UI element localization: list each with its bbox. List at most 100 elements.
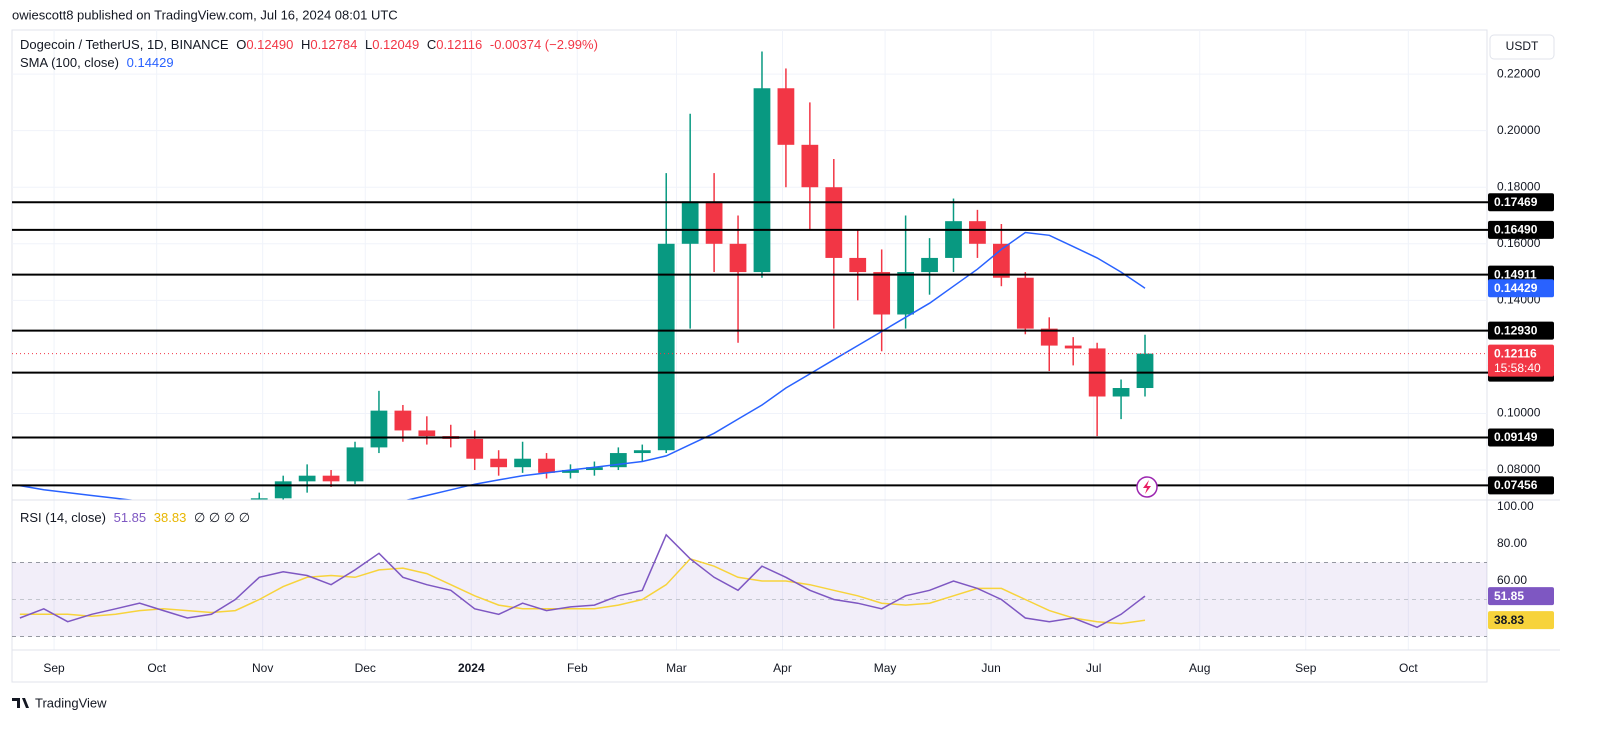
rsi-pane bbox=[12, 533, 1487, 637]
level-label: 0.14911 bbox=[1494, 267, 1537, 281]
x-tick-label: Apr bbox=[773, 661, 792, 675]
legend-rsi: RSI (14, close) 51.85 38.83 ∅ ∅ ∅ ∅ bbox=[20, 510, 250, 525]
candle-body bbox=[274, 481, 292, 499]
candle-body bbox=[705, 201, 723, 244]
ohlc-value: 0.12490 bbox=[246, 37, 293, 52]
price-badge bbox=[1488, 344, 1554, 377]
candle-body bbox=[1016, 277, 1034, 329]
candle-body bbox=[777, 88, 795, 145]
symbol: Dogecoin / TetherUS, 1D, BINANCE bbox=[20, 37, 229, 52]
x-tick-label: Sep bbox=[1295, 661, 1317, 675]
rsi-tick-label: 100.00 bbox=[1497, 499, 1534, 513]
footer-brand: TradingView bbox=[35, 695, 107, 710]
candle-body bbox=[753, 88, 771, 273]
currency-label[interactable]: USDT bbox=[1506, 39, 1539, 53]
level-label: 0.09149 bbox=[1494, 430, 1538, 444]
candle-body bbox=[538, 458, 555, 473]
candle-body bbox=[633, 450, 651, 454]
level-badge bbox=[1488, 321, 1554, 340]
candle-body bbox=[394, 410, 412, 431]
candle-body bbox=[298, 475, 316, 482]
alert-icon[interactable] bbox=[1136, 476, 1158, 498]
candle-body bbox=[729, 243, 747, 273]
y-tick-label: 0.10000 bbox=[1497, 406, 1541, 420]
level-label: 0.17469 bbox=[1494, 195, 1538, 209]
level-label: 0.07456 bbox=[1494, 478, 1538, 492]
candle-body bbox=[466, 438, 484, 459]
candle-body bbox=[370, 410, 388, 448]
x-tick-label: Jul bbox=[1086, 661, 1101, 675]
candle-body bbox=[897, 272, 914, 315]
candle-body bbox=[250, 498, 268, 500]
level-badge bbox=[1488, 220, 1554, 239]
ohlc-value: 0.12784 bbox=[310, 37, 357, 52]
sma-line bbox=[19, 231, 1146, 500]
y-tick-label: 0.16000 bbox=[1497, 236, 1541, 250]
y-tick-label: 0.20000 bbox=[1497, 123, 1541, 137]
change: -0.00374 (−2.99%) bbox=[490, 37, 598, 52]
candle-body bbox=[873, 272, 891, 315]
rsi-tick-label: 80.00 bbox=[1497, 536, 1527, 550]
candle-body bbox=[969, 221, 986, 244]
candle-body bbox=[825, 187, 843, 258]
x-tick-label: 2024 bbox=[458, 661, 485, 675]
price-pane bbox=[12, 51, 1487, 500]
level-label: 0.16490 bbox=[1494, 223, 1538, 237]
rsi-badge-label: 51.85 bbox=[1494, 589, 1524, 603]
sma-value: 0.14429 bbox=[127, 55, 174, 70]
footer-logo bbox=[12, 698, 29, 708]
ohlc-value: 0.12116 bbox=[436, 37, 482, 52]
legend-sma: SMA (100, close) 0.14429 bbox=[20, 55, 174, 70]
x-tick-label: Oct bbox=[147, 661, 166, 675]
level-badge bbox=[1488, 428, 1554, 447]
ohlc-key: O bbox=[236, 37, 246, 52]
y-tick-label: 0.08000 bbox=[1497, 462, 1541, 476]
price-countdown: 15:58:40 bbox=[1494, 361, 1541, 375]
candle-body bbox=[418, 430, 436, 437]
rsi-tick-label: 60.00 bbox=[1497, 573, 1527, 587]
level-badge bbox=[1488, 265, 1554, 284]
x-tick-label: Sep bbox=[43, 661, 65, 675]
candle-body bbox=[1112, 388, 1130, 397]
rsi-ma-line bbox=[19, 557, 1146, 625]
candle-body bbox=[586, 467, 603, 471]
rsi-badge bbox=[1488, 611, 1554, 630]
y-tick-label: 0.18000 bbox=[1497, 179, 1541, 193]
x-tick-label: Jun bbox=[981, 661, 1000, 675]
candle-body bbox=[322, 475, 340, 482]
sma-badge-label: 0.14429 bbox=[1494, 281, 1538, 295]
sma-badge bbox=[1488, 279, 1554, 298]
candle-body bbox=[490, 458, 508, 468]
x-tick-label: Feb bbox=[567, 661, 588, 675]
candle-body bbox=[681, 201, 699, 244]
x-tick-label: May bbox=[874, 661, 897, 675]
price-badge-label: 0.12116 bbox=[1494, 346, 1537, 360]
currency-button[interactable] bbox=[1489, 34, 1555, 60]
legend-symbol: Dogecoin / TetherUS, 1D, BINANCE O0.1249… bbox=[20, 37, 598, 52]
x-tick-label: Aug bbox=[1189, 661, 1210, 675]
candle-body bbox=[849, 257, 867, 273]
ohlc-key: H bbox=[301, 37, 310, 52]
level-badge bbox=[1488, 193, 1554, 212]
rsi-name: RSI (14, close) bbox=[20, 510, 106, 525]
sma-name: SMA (100, close) bbox=[20, 55, 119, 70]
candle-body bbox=[921, 257, 938, 273]
rsi-extra: ∅ ∅ ∅ ∅ bbox=[194, 510, 250, 525]
grid bbox=[12, 30, 1487, 650]
x-tick-label: Oct bbox=[1399, 661, 1418, 675]
ohlc-value: 0.12049 bbox=[372, 37, 419, 52]
level-label: 0.12930 bbox=[1494, 323, 1538, 337]
x-tick-label: Dec bbox=[355, 661, 376, 675]
rsi-badge-label: 38.83 bbox=[1494, 613, 1524, 627]
x-tick-label: Nov bbox=[252, 661, 273, 675]
publisher: owiescott8 published on TradingView.com,… bbox=[12, 7, 398, 22]
candle-body bbox=[945, 221, 962, 258]
candle-body bbox=[562, 470, 579, 473]
chart-frame bbox=[11, 29, 1488, 683]
rsi-ma-value: 38.83 bbox=[154, 510, 187, 525]
rsi-line bbox=[19, 533, 1146, 629]
axes: Sep Oct Nov Dec 2024 Feb Mar Apr May Jun Jul Aug Sep… bbox=[43, 66, 1554, 675]
